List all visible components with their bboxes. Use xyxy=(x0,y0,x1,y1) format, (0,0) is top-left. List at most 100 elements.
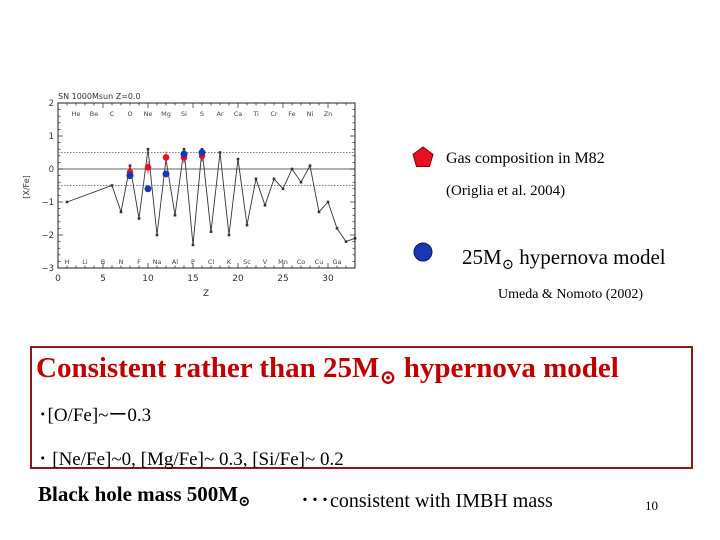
element-label-top: Ti xyxy=(252,110,259,118)
model-point xyxy=(290,167,294,171)
dotted-reference-lines xyxy=(58,152,355,186)
y-ticks: −3 −2 −1 0 1 2 xyxy=(41,99,355,274)
abundance-chart: 0 5 10 15 20 25 30 −3 −2 −1 0 1 2 He Be C O Ne Mg Si S Ar Ca… xyxy=(22,92,357,299)
element-label-bottom: F xyxy=(137,258,141,266)
red-data-point xyxy=(144,164,152,171)
element-label-bottom: Sc xyxy=(243,258,251,266)
model-point xyxy=(209,230,213,233)
y-tick-label: 1 xyxy=(49,132,54,142)
element-label-top: Mg xyxy=(161,110,171,118)
legend-blue-model: hypernova model xyxy=(514,245,666,269)
conclusion-title-part2: hypernova model xyxy=(396,352,619,384)
legend-red-reference: (Origlia et al. 2004) xyxy=(446,183,566,199)
element-label-top: Be xyxy=(90,110,98,118)
imbh-note: ･･･consistent with IMBH mass xyxy=(300,490,553,512)
legend-blue-circle-icon xyxy=(413,242,433,262)
x-tick-label: 30 xyxy=(322,274,334,284)
red-data-point xyxy=(162,154,170,161)
model-point xyxy=(218,151,222,154)
legend-blue-label: 25M⊙ hypernova model xyxy=(462,245,666,274)
blue-data-point xyxy=(144,185,152,193)
x-tick-label: 10 xyxy=(142,274,154,284)
sun-symbol-icon: ⊙ xyxy=(501,257,514,274)
element-label-top: Zn xyxy=(324,110,333,118)
model-point xyxy=(146,147,150,151)
blue-data-point xyxy=(126,172,134,180)
black-hole-mass-text: Black hole mass 500M xyxy=(38,482,239,506)
model-point xyxy=(326,200,330,204)
element-label-bottom: Cu xyxy=(315,258,324,266)
model-point xyxy=(173,213,177,217)
element-label-bottom: P xyxy=(191,258,195,266)
x-tick-label: 15 xyxy=(187,274,198,284)
element-label-bottom: B xyxy=(101,258,105,266)
black-hole-mass: Black hole mass 500M⊙ xyxy=(38,482,251,511)
element-label-bottom: Na xyxy=(153,258,162,266)
element-label-bottom: Li xyxy=(82,258,88,266)
element-label-bottom: Ga xyxy=(332,258,341,266)
blue-data-point xyxy=(198,149,206,156)
element-label-top: O xyxy=(127,110,132,118)
model-point xyxy=(245,223,249,227)
conclusion-title: Consistent rather than 25M⊙ hypernova mo… xyxy=(36,352,619,389)
y-axis-label: [X/Fe] xyxy=(22,175,31,199)
element-label-top: C xyxy=(110,110,115,118)
element-label-top: Ni xyxy=(307,110,314,118)
element-label-bottom: V xyxy=(263,258,268,266)
model-point xyxy=(317,210,321,214)
model-point xyxy=(182,147,186,151)
y-tick-label: −3 xyxy=(41,264,54,274)
legend-blue-mass: 25M xyxy=(462,245,502,269)
element-label-bottom: Cl xyxy=(208,258,215,266)
blue-data-point xyxy=(162,170,170,178)
conclusion-title-part1: Consistent rather than 25M xyxy=(36,352,380,384)
conclusion-box: Consistent rather than 25M⊙ hypernova mo… xyxy=(30,346,693,470)
element-label-bottom: H xyxy=(65,258,70,266)
model-point xyxy=(272,177,276,181)
model-point xyxy=(263,204,267,207)
x-ticks: 0 5 10 15 20 25 30 xyxy=(55,103,356,284)
element-label-bottom: N xyxy=(119,258,124,266)
legend-red-label: Gas composition in M82 xyxy=(446,150,605,167)
model-point xyxy=(299,180,303,184)
element-label-top: Ne xyxy=(144,110,153,118)
element-label-bottom: K xyxy=(227,258,232,266)
x-axis-label: Z xyxy=(203,289,209,299)
y-tick-label: 2 xyxy=(49,99,54,109)
sun-symbol-icon: ⊙ xyxy=(238,494,251,511)
element-label-bottom: Mn xyxy=(278,258,288,266)
model-point xyxy=(254,177,258,181)
chart-title: SN 1000Msun Z=0.0 xyxy=(58,92,141,101)
legend-red-pentagon-icon xyxy=(412,146,434,167)
page-number: 10 xyxy=(645,498,658,513)
element-label-top: Fe xyxy=(288,110,295,118)
model-point xyxy=(65,200,69,204)
model-point xyxy=(227,233,231,237)
element-label-bottom: Al xyxy=(172,258,178,266)
model-point xyxy=(155,233,159,237)
bullet-oxygen: ･[O/Fe]~ー0.3 xyxy=(38,405,152,426)
model-point xyxy=(335,227,339,230)
element-labels: He Be C O Ne Mg Si S Ar Ca Ti Cr Fe Ni Zn H Li B N F Na Al P Cl… xyxy=(65,110,342,266)
model-point xyxy=(191,243,195,247)
data-series xyxy=(65,147,357,247)
element-label-top: Si xyxy=(181,110,187,118)
model-point xyxy=(353,237,357,240)
model-point xyxy=(308,164,312,167)
model-point xyxy=(110,184,114,187)
element-label-bottom: Co xyxy=(297,258,306,266)
model-point xyxy=(119,210,123,214)
element-label-top: Cr xyxy=(270,110,278,118)
element-label-top: Ar xyxy=(216,110,223,118)
model-point xyxy=(344,240,348,243)
y-tick-label: −1 xyxy=(41,198,54,208)
blue-data-point xyxy=(180,150,188,158)
element-label-top: He xyxy=(72,110,81,118)
model-point xyxy=(236,157,240,161)
bullet-ne-mg-si: ･ [Ne/Fe]~0, [Mg/Fe]~ 0.3, [Si/Fe]~ 0.2 xyxy=(38,449,344,470)
y-tick-label: −2 xyxy=(41,231,54,241)
sun-symbol-icon: ⊙ xyxy=(379,367,397,390)
model-point xyxy=(281,187,285,191)
x-tick-label: 20 xyxy=(232,274,244,284)
element-label-top: Ca xyxy=(234,110,243,118)
